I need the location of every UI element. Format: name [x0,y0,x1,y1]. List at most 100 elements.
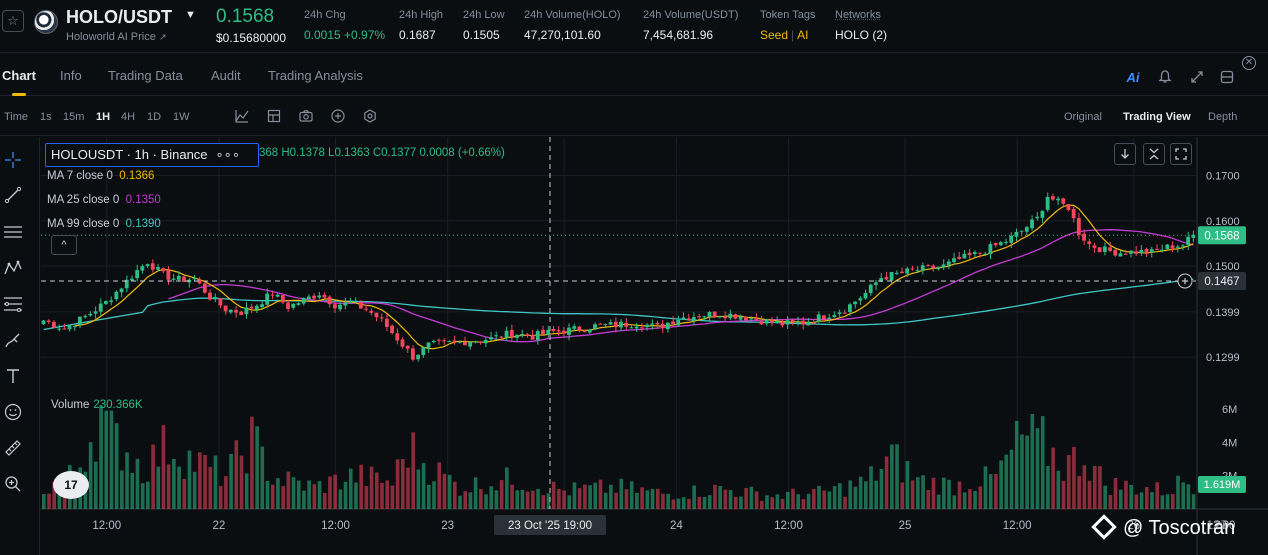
candle-body [790,319,795,322]
last-price: 0.1568 [216,6,275,27]
candle-body [983,253,988,255]
camera-icon[interactable] [298,108,314,124]
volume-bar [603,492,608,509]
ma99-value: 0.1390 [125,218,161,230]
ma7-legend[interactable]: MA 7 close 0 0.1366 [47,170,154,182]
volume-bar [765,495,769,509]
candle-body [410,348,415,360]
volume-bar [198,452,202,509]
candle-body [312,295,316,299]
volume-bar [1072,446,1076,509]
interval-1s[interactable]: 1s [40,111,52,123]
interval-1w[interactable]: 1W [173,111,190,123]
volume-bar [1181,482,1185,509]
collapse-legend-button[interactable]: ^ [51,235,77,255]
candle-body [1050,196,1055,200]
volume-bar [1025,435,1029,509]
volume-bar [614,492,618,509]
bell-icon[interactable] [1156,68,1174,86]
volume-bar [499,480,504,509]
candle-body [827,317,832,319]
tradingview-logo[interactable]: 17 [53,471,89,499]
settings-icon[interactable] [362,108,378,124]
candle-body [390,325,394,333]
interval-4h[interactable]: 4H [121,111,136,123]
view-original[interactable]: Original [1064,111,1102,123]
candle-body [1082,233,1086,241]
candle-body [816,314,821,322]
ai-icon[interactable]: Ai [1126,69,1140,85]
pattern-icon[interactable] [0,255,26,281]
volume-bar [650,488,655,509]
candle-body [62,328,67,330]
volume-bar [411,432,415,509]
expand-icon[interactable] [1188,68,1206,86]
emoji-icon[interactable] [0,399,26,425]
volume-bar [655,488,660,509]
layout-grid-icon[interactable] [266,108,282,124]
price-chart[interactable]: 0.17000.16000.15000.13990.12996M4M2M12:0… [41,137,1268,555]
tab-chart[interactable]: Chart [2,68,36,83]
coin-price-link[interactable]: Holoworld AI Price ↗ [66,31,166,43]
stat-networks[interactable]: Networks HOLO (2) [835,9,887,42]
text-icon[interactable] [0,363,26,389]
volume-bar [1124,480,1128,509]
add-icon[interactable] [330,108,346,124]
indicators-icon[interactable] [234,108,250,124]
candle-body [249,306,254,309]
ma99-legend[interactable]: MA 99 close 0 0.1390 [47,218,161,230]
symbol-legend[interactable]: HOLOUSDT · 1h · Binance ∘∘∘ [45,143,259,167]
close-icon[interactable]: ✕ [1242,56,1256,70]
tab-info[interactable]: Info [60,68,82,83]
pair-selector[interactable]: HOLO/USDT [66,7,172,27]
ma25-legend[interactable]: MA 25 close 0 0.1350 [47,194,161,206]
scroll-down-icon[interactable] [1114,143,1136,165]
trend-line-icon[interactable] [0,182,26,208]
interval-1h[interactable]: 1H [96,111,111,123]
candlestick-chart-svg[interactable]: 0.17000.16000.15000.13990.12996M4M2M12:0… [41,137,1268,555]
candle-body [338,304,342,310]
volume-bar [218,486,223,509]
time-tick-label: 12:00 [1207,520,1236,532]
ma7-label: MA 7 close 0 [47,170,113,182]
tag-ai[interactable]: AI [797,28,809,42]
view-depth[interactable]: Depth [1208,111,1238,123]
candle-body [884,277,889,280]
candle-body [332,304,337,309]
tag-seed[interactable]: Seed [760,28,789,42]
layout-icon[interactable] [1218,68,1236,86]
tab-audit[interactable]: Audit [211,68,241,83]
interval-1d[interactable]: 1D [147,111,162,123]
volume-bar [812,489,816,509]
volume-bar [926,490,931,509]
candle-body [494,335,499,337]
candle-body [541,329,545,335]
chevron-down-icon[interactable]: ▼ [185,9,196,21]
time-tick-label: 22 [213,520,226,532]
view-trading-view[interactable]: Trading View [1123,111,1191,123]
volume-legend-label: Volume [51,399,90,411]
candle-body [291,303,296,308]
ruler-icon[interactable] [0,435,26,461]
brush-icon[interactable] [0,327,26,353]
horizontal-lines-icon[interactable] [0,219,26,245]
favorite-star-icon[interactable]: ☆ [2,10,24,32]
volume-bar [1113,477,1118,509]
more-options-icon[interactable]: ∘∘∘ [215,147,240,162]
candle-body [421,346,426,356]
tab-trading-data[interactable]: Trading Data [108,68,183,83]
candle-body [546,329,551,335]
fib-retracement-icon[interactable] [0,291,26,317]
tab-trading-analysis[interactable]: Trading Analysis [268,68,363,83]
volume-bar [328,476,332,509]
interval-15m[interactable]: 15m [63,111,85,123]
candle-body [426,342,431,348]
volume-bar [687,498,691,509]
candle-body [676,319,681,326]
candle-body [952,258,956,263]
zoom-in-icon[interactable] [0,471,26,497]
collapse-arrows-icon[interactable] [1143,143,1165,165]
crosshair-icon[interactable] [0,147,26,173]
fullscreen-icon[interactable] [1170,143,1192,165]
candle-body [978,252,982,254]
